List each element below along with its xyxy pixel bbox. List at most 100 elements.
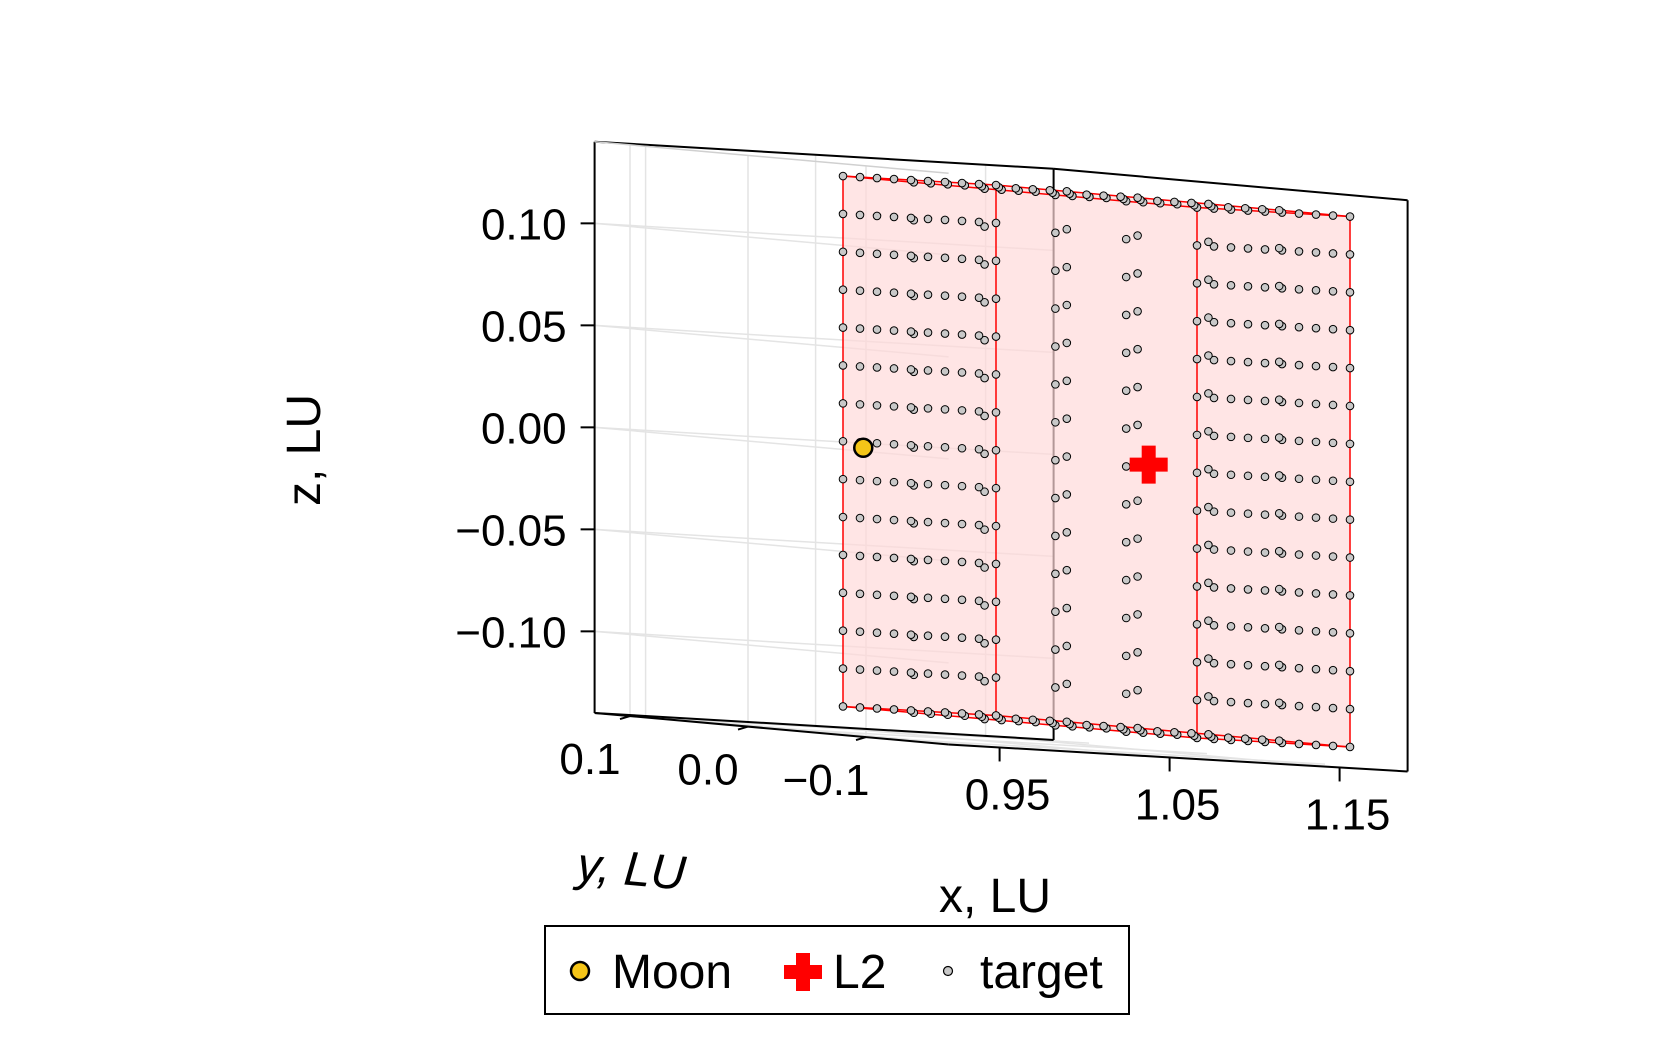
target-point <box>1294 474 1304 484</box>
target-point <box>1209 280 1219 289</box>
target-point <box>1260 472 1270 482</box>
target-point <box>1051 607 1060 616</box>
target-point <box>906 365 916 374</box>
target-point <box>1345 439 1355 449</box>
target-point <box>1226 318 1236 328</box>
target-point <box>1260 586 1270 595</box>
y-tick-1 <box>737 725 749 731</box>
target-point <box>1192 468 1202 478</box>
target-point <box>1051 569 1060 579</box>
target-point <box>974 596 984 606</box>
target-point <box>1294 360 1304 370</box>
back-wall-gridline-z-0 <box>594 222 1054 252</box>
target-point <box>1294 285 1304 294</box>
target-point <box>855 210 865 220</box>
target-point <box>1311 589 1321 598</box>
y-tick-0 <box>619 715 631 721</box>
target-point <box>1209 431 1219 441</box>
target-point <box>1082 720 1091 730</box>
z-tick-label-0: 0.10 <box>481 200 567 249</box>
target-point <box>872 590 882 600</box>
target-point <box>1204 502 1213 512</box>
target-points <box>838 171 1355 752</box>
target-point <box>1294 322 1304 332</box>
frame-edge-right-top <box>1053 167 1408 202</box>
target-point <box>980 411 989 421</box>
target-point <box>1051 266 1060 276</box>
target-point <box>889 212 899 222</box>
target-point <box>1209 620 1219 630</box>
target-point <box>838 209 848 219</box>
target-point <box>1099 721 1108 731</box>
floor-gridline-y-1 <box>747 725 1208 755</box>
target-point <box>1257 735 1267 744</box>
target-point <box>1226 584 1236 593</box>
target-point <box>1260 661 1270 671</box>
target-point <box>855 703 865 712</box>
target-point <box>1062 187 1072 196</box>
target-point <box>1226 394 1236 404</box>
target-point <box>1133 534 1142 543</box>
target-point <box>1121 234 1131 244</box>
z-tick-label-2: 0.00 <box>481 404 567 453</box>
y-tick-label-2: −0.1 <box>783 756 870 805</box>
target-point <box>1121 348 1131 358</box>
target-point <box>940 367 950 376</box>
target-point <box>957 406 967 415</box>
target-box-face-2 <box>1197 207 1350 747</box>
target-point <box>1062 641 1072 651</box>
target-point <box>1226 508 1236 517</box>
target-point <box>1243 282 1253 291</box>
target-point <box>1274 433 1284 442</box>
target-point <box>1133 723 1142 733</box>
target-point <box>1121 575 1131 585</box>
target-point <box>974 369 984 378</box>
target-point <box>838 588 848 598</box>
target-point <box>1328 400 1338 410</box>
target-point <box>906 327 916 336</box>
target-point <box>974 710 984 719</box>
z-tick-label-1: 0.05 <box>481 302 567 351</box>
target-point <box>1051 683 1060 692</box>
target-point <box>1345 553 1355 562</box>
target-point <box>1243 319 1253 329</box>
target-point <box>1121 613 1131 623</box>
target-point <box>1192 241 1202 250</box>
target-point <box>1204 692 1213 701</box>
target-point <box>889 667 899 676</box>
target-point <box>1062 224 1072 234</box>
target-point <box>1133 269 1142 278</box>
target-point <box>838 285 848 295</box>
target-point <box>1274 243 1284 253</box>
frame-edge-back-top <box>594 140 1054 170</box>
legend-l2-marker <box>784 953 822 991</box>
target-point <box>1062 376 1072 386</box>
target-point <box>1345 250 1355 259</box>
target-point <box>957 254 967 264</box>
y-tick-2 <box>855 736 867 742</box>
target-point <box>838 512 848 522</box>
target-point <box>940 177 950 187</box>
target-point <box>923 555 933 565</box>
floor-gridline-y-0 <box>629 715 1090 744</box>
target-point <box>923 479 933 489</box>
target-point <box>1153 727 1162 736</box>
target-point <box>991 673 1001 682</box>
target-point <box>906 403 916 412</box>
target-point <box>906 289 916 299</box>
target-point <box>1328 741 1338 751</box>
target-point <box>991 635 1001 644</box>
target-point <box>855 248 865 258</box>
target-point <box>838 323 848 332</box>
target-point <box>1274 660 1284 670</box>
target-point <box>1294 588 1304 597</box>
target-point <box>1204 275 1213 285</box>
target-point <box>1133 496 1142 506</box>
target-point <box>1133 193 1142 202</box>
target-point <box>1274 509 1284 518</box>
side-wall-gridline-z-1 <box>594 324 949 358</box>
target-point <box>1209 583 1219 592</box>
body-markers <box>853 437 1168 484</box>
target-point <box>923 290 933 300</box>
